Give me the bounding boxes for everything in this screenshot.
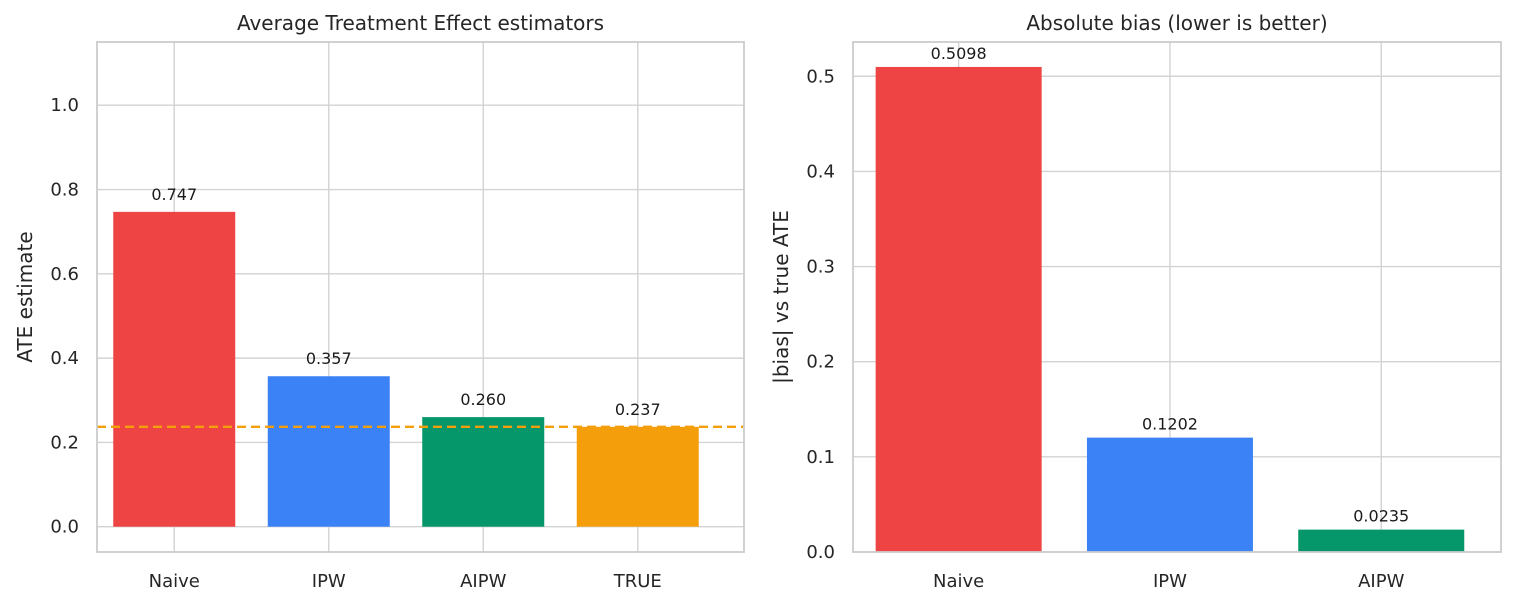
x-tick-label: AIPW (1358, 571, 1404, 592)
chart-title: Absolute bias (lower is better) (1026, 11, 1327, 35)
y-tick-label: 0.1 (806, 447, 835, 468)
y-tick-label: 0.4 (806, 161, 835, 182)
x-tick-label: IPW (1153, 571, 1187, 592)
y-tick-label: 0.2 (806, 352, 835, 373)
chart-title: Average Treatment Effect estimators (237, 11, 604, 35)
bar-ipw (267, 376, 390, 527)
bar-aipw (422, 417, 545, 527)
x-tick-label: TRUE (613, 571, 662, 592)
y-tick-label: 0.2 (50, 432, 79, 453)
bar-value-label: 0.0235 (1353, 507, 1409, 526)
y-tick-label: 0.3 (806, 257, 835, 278)
axes-frame (96, 41, 745, 553)
y-axis-label: ATE estimate (13, 231, 37, 362)
ate-chart-panel: 0.747 0.357 0.260 0.237 0.0 0.2 0.4 0.6 0.8 1.0 Na… (13, 11, 745, 592)
y-tick-label: 1.0 (50, 95, 79, 116)
bar-naive (875, 66, 1042, 552)
y-tick-label: 0.8 (50, 180, 79, 201)
y-tick-label: 0.0 (50, 517, 79, 538)
y-tick-label: 0.5 (806, 66, 835, 87)
bar-value-label: 0.237 (615, 400, 661, 419)
y-tick-label: 0.4 (50, 348, 79, 369)
axes-frame (852, 41, 1502, 553)
x-tick-label: Naive (149, 571, 200, 592)
bar-value-label: 0.5098 (931, 44, 987, 63)
bar-naive (113, 211, 236, 527)
bar-ipw (1086, 437, 1253, 552)
y-axis-label: |bias| vs true ATE (769, 210, 793, 384)
y-tick-label: 0.6 (50, 264, 79, 285)
bar-true (576, 426, 699, 527)
x-tick-label: Naive (933, 571, 984, 592)
bar-value-label: 0.357 (306, 349, 352, 368)
bar-aipw (1298, 529, 1465, 552)
bias-chart-panel: 0.5098 0.1202 0.0235 0.0 0.1 0.2 0.3 0.4 0.5 Naiv… (769, 11, 1502, 592)
x-tick-label: AIPW (460, 571, 506, 592)
bar-value-label: 0.1202 (1142, 415, 1198, 434)
y-tick-label: 0.0 (806, 542, 835, 563)
bar-value-label: 0.747 (151, 185, 197, 204)
x-tick-label: IPW (312, 571, 346, 592)
bar-value-label: 0.260 (460, 390, 506, 409)
